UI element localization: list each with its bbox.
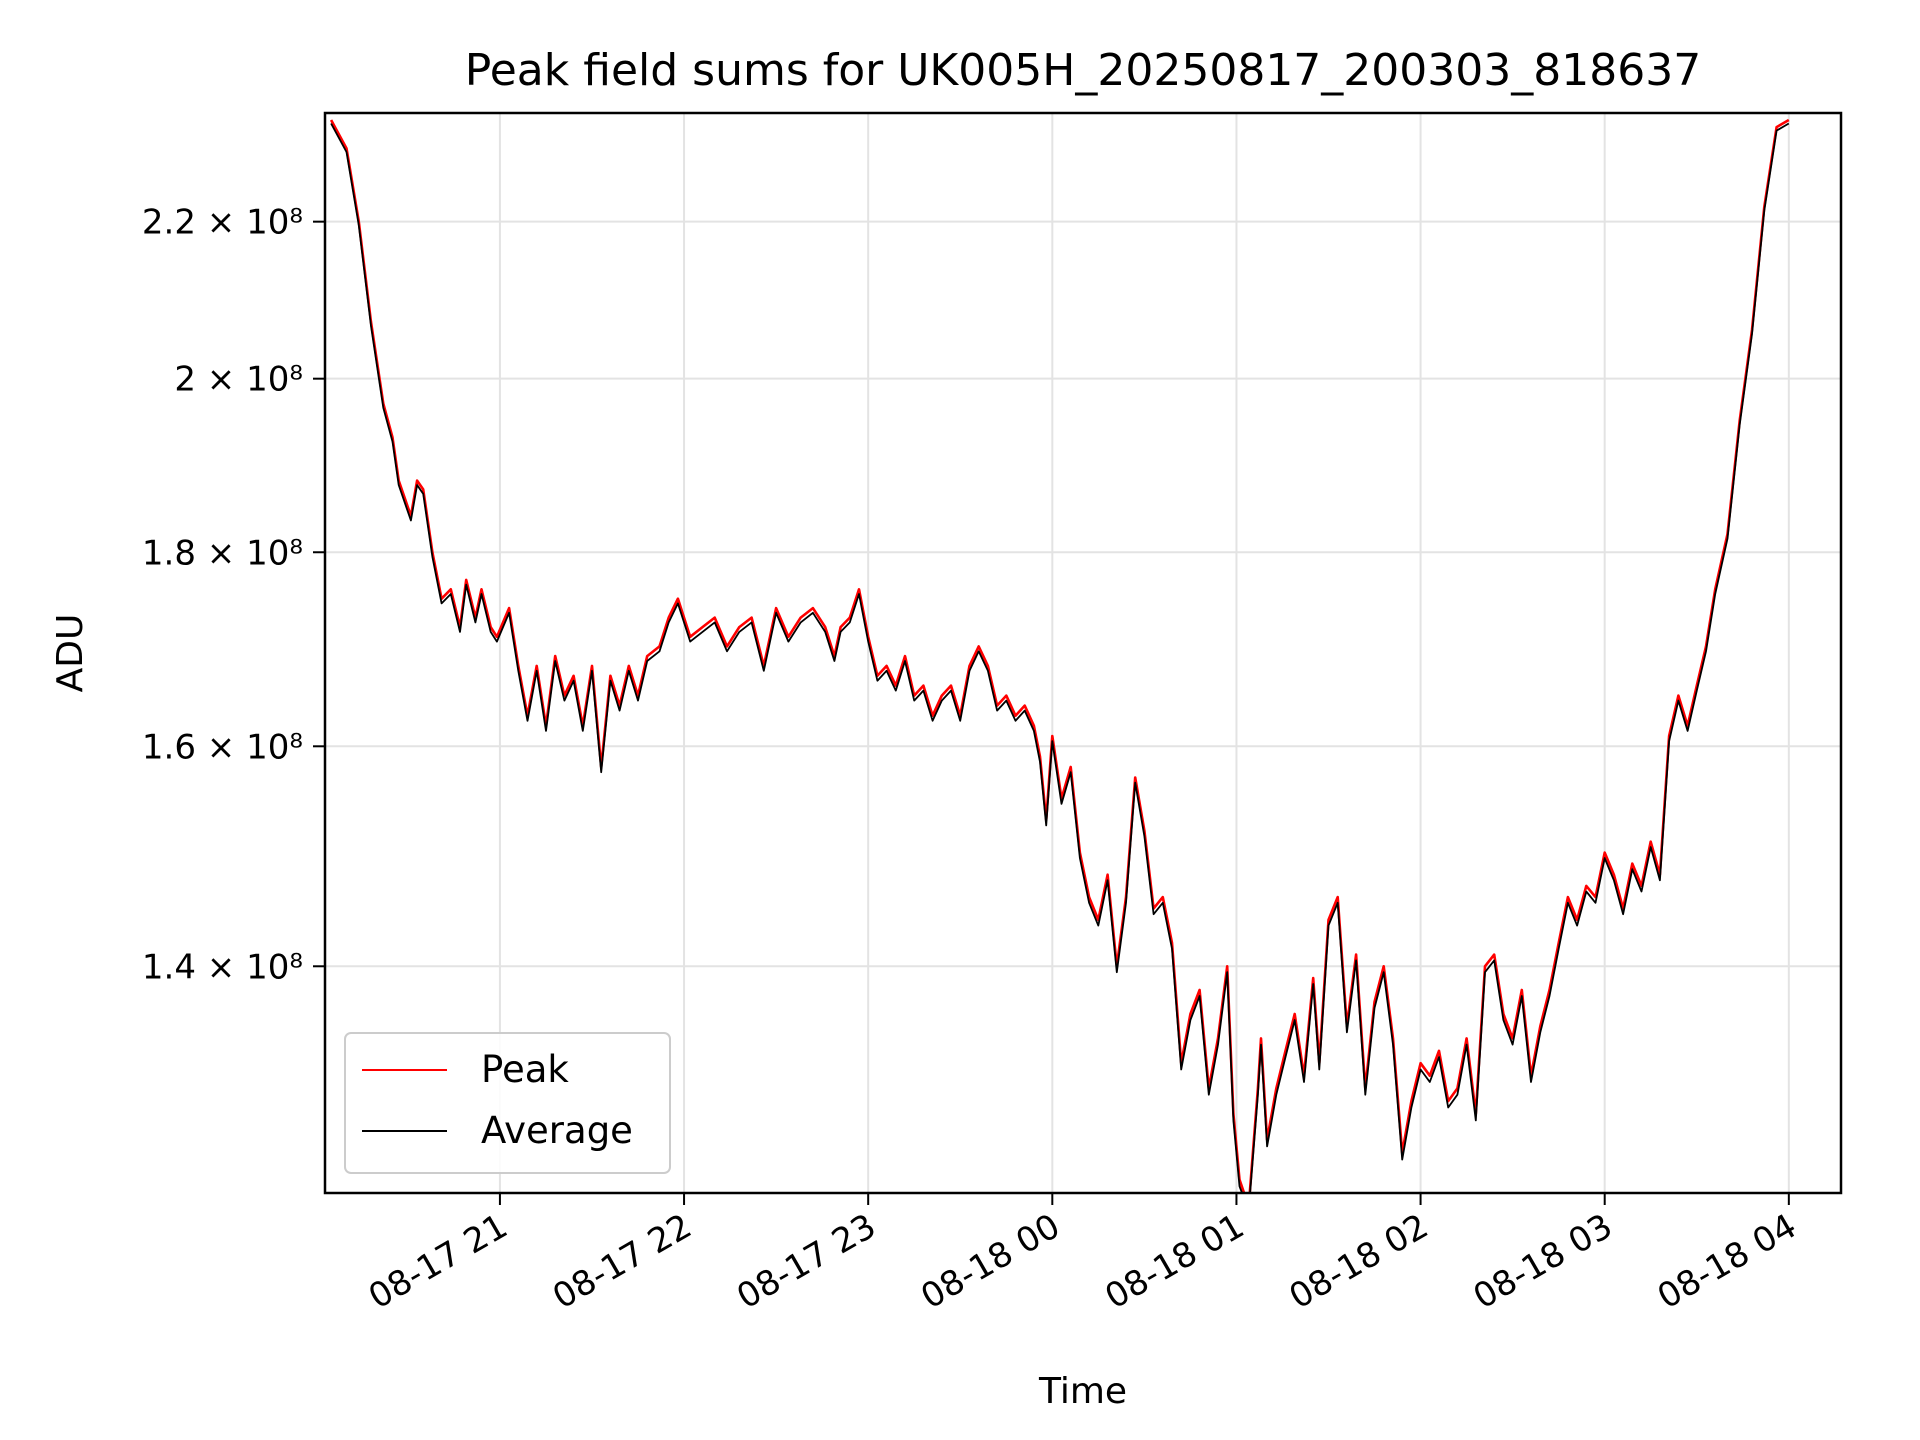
y-tick-label: 1.6 × 10⁸ xyxy=(142,727,303,767)
y-tick-label: 2.2 × 10⁸ xyxy=(142,203,303,243)
x-tick-label: 08-17 23 xyxy=(730,1206,882,1317)
x-tick-label: 08-18 02 xyxy=(1283,1206,1435,1317)
x-tick-label: 08-17 21 xyxy=(362,1206,514,1317)
legend-peak-label: Peak xyxy=(481,1048,569,1091)
x-tick-label: 08-18 03 xyxy=(1467,1206,1619,1317)
x-tick-label: 08-18 01 xyxy=(1099,1206,1251,1317)
x-tick-label: 08-18 00 xyxy=(914,1206,1066,1317)
legend-box xyxy=(344,1032,671,1174)
x-tick-label: 08-17 22 xyxy=(546,1206,698,1317)
y-axis: 1.4 × 10⁸ 1.6 × 10⁸ 1.8 × 10⁸ 2 × 10⁸ 2.2 × … xyxy=(142,203,325,987)
grid-lines xyxy=(325,113,1841,1193)
plot-frame xyxy=(323,111,1843,1195)
y-tick-label: 2 × 10⁸ xyxy=(174,360,303,400)
y-tick-label: 1.8 × 10⁸ xyxy=(142,533,303,573)
y-tick-label: 1.4 × 10⁸ xyxy=(142,947,303,987)
chart-title: Peak field sums for UK005H_20250817_2003… xyxy=(465,45,1701,96)
legend: Peak Average xyxy=(344,1032,671,1174)
x-axis-label: Time xyxy=(1038,1371,1127,1412)
series-layer xyxy=(329,118,1790,1193)
x-axis: 08-17 21 08-17 22 08-17 23 08-18 00 08-18 01… xyxy=(362,1193,1803,1317)
legend-average-label: Average xyxy=(481,1109,633,1152)
y-axis-label: ADU xyxy=(50,614,91,693)
x-tick-label: 08-18 04 xyxy=(1651,1206,1803,1317)
series-line-average xyxy=(330,122,1790,1193)
